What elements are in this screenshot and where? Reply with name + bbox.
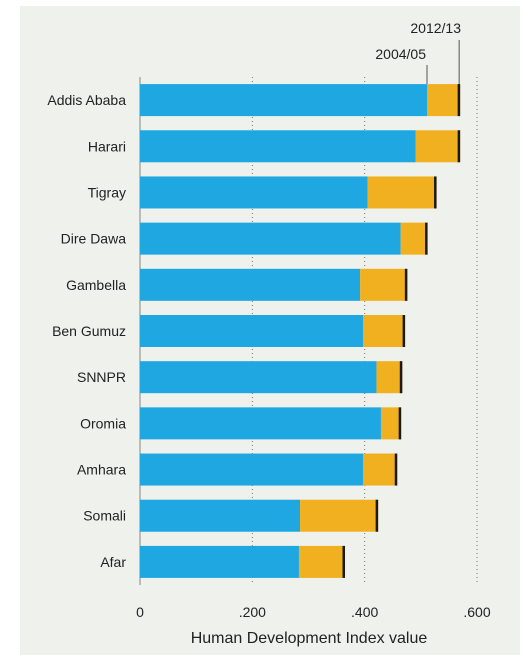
bar-end-marker — [425, 222, 428, 255]
x-axis-label: Human Development Index value — [191, 630, 428, 647]
category-label: Afar — [100, 554, 126, 570]
category-label: Harari — [88, 138, 126, 154]
x-tick-label: .200 — [239, 604, 266, 620]
bar-end-marker — [398, 407, 402, 440]
category-label: SNNPR — [77, 369, 126, 385]
bar-increase-2012-13 — [300, 499, 379, 532]
bar-increase-2012-13 — [362, 315, 406, 347]
category-label: Amhara — [77, 462, 126, 478]
x-tick-label: .600 — [463, 604, 490, 620]
legend: 2012/13 2004/05 — [375, 20, 461, 85]
bar-increase-2012-13 — [427, 84, 461, 117]
category-labels: Addis Ababa Harari Tigray Dire Dawa Gambella… — [47, 92, 126, 570]
bar-increase-2012-13 — [400, 222, 428, 255]
bar-end-marker — [342, 545, 346, 578]
bar-2004-05 — [140, 84, 428, 117]
bar-2004-05 — [140, 407, 381, 440]
x-tick-labels: 0 .200 .400 .600 — [136, 604, 491, 620]
bar-2004-05 — [140, 130, 416, 163]
category-label: Dire Dawa — [61, 231, 127, 247]
bar-end-marker — [375, 499, 379, 532]
bar-2004-05 — [140, 361, 377, 394]
bar-increase-2012-13 — [298, 545, 346, 578]
x-tick-label: .400 — [351, 604, 378, 620]
bar-2004-05 — [140, 499, 301, 532]
category-label: Ben Gumuz — [52, 323, 126, 339]
bar-increase-2012-13 — [380, 407, 402, 440]
bar-end-marker — [434, 176, 437, 209]
legend-label-2012-13: 2012/13 — [410, 20, 461, 36]
bar-end-marker — [457, 84, 461, 117]
bar-end-marker — [394, 453, 398, 486]
category-label: Tigray — [88, 184, 126, 200]
bars — [140, 84, 461, 578]
bar-increase-2012-13 — [415, 130, 461, 163]
category-label: Addis Ababa — [47, 92, 126, 108]
bar-end-marker — [402, 315, 406, 347]
bar-2004-05 — [140, 176, 368, 209]
x-tick-label: 0 — [136, 604, 144, 620]
category-label: Oromia — [80, 415, 126, 431]
bar-2004-05 — [140, 453, 363, 486]
bar-end-marker — [404, 268, 408, 301]
bar-2004-05 — [140, 545, 299, 578]
bar-increase-2012-13 — [360, 268, 408, 301]
bar-2004-05 — [140, 222, 401, 255]
bar-increase-2012-13 — [362, 453, 398, 486]
bar-increase-2012-13 — [367, 176, 437, 209]
bar-2004-05 — [140, 315, 363, 347]
category-label: Gambella — [66, 277, 126, 293]
bar-increase-2012-13 — [376, 361, 403, 394]
bar-end-marker — [399, 361, 403, 394]
legend-label-2004-05: 2004/05 — [375, 46, 426, 62]
category-label: Somali — [83, 508, 126, 524]
bar-2004-05 — [140, 268, 361, 301]
bar-end-marker — [457, 130, 461, 163]
